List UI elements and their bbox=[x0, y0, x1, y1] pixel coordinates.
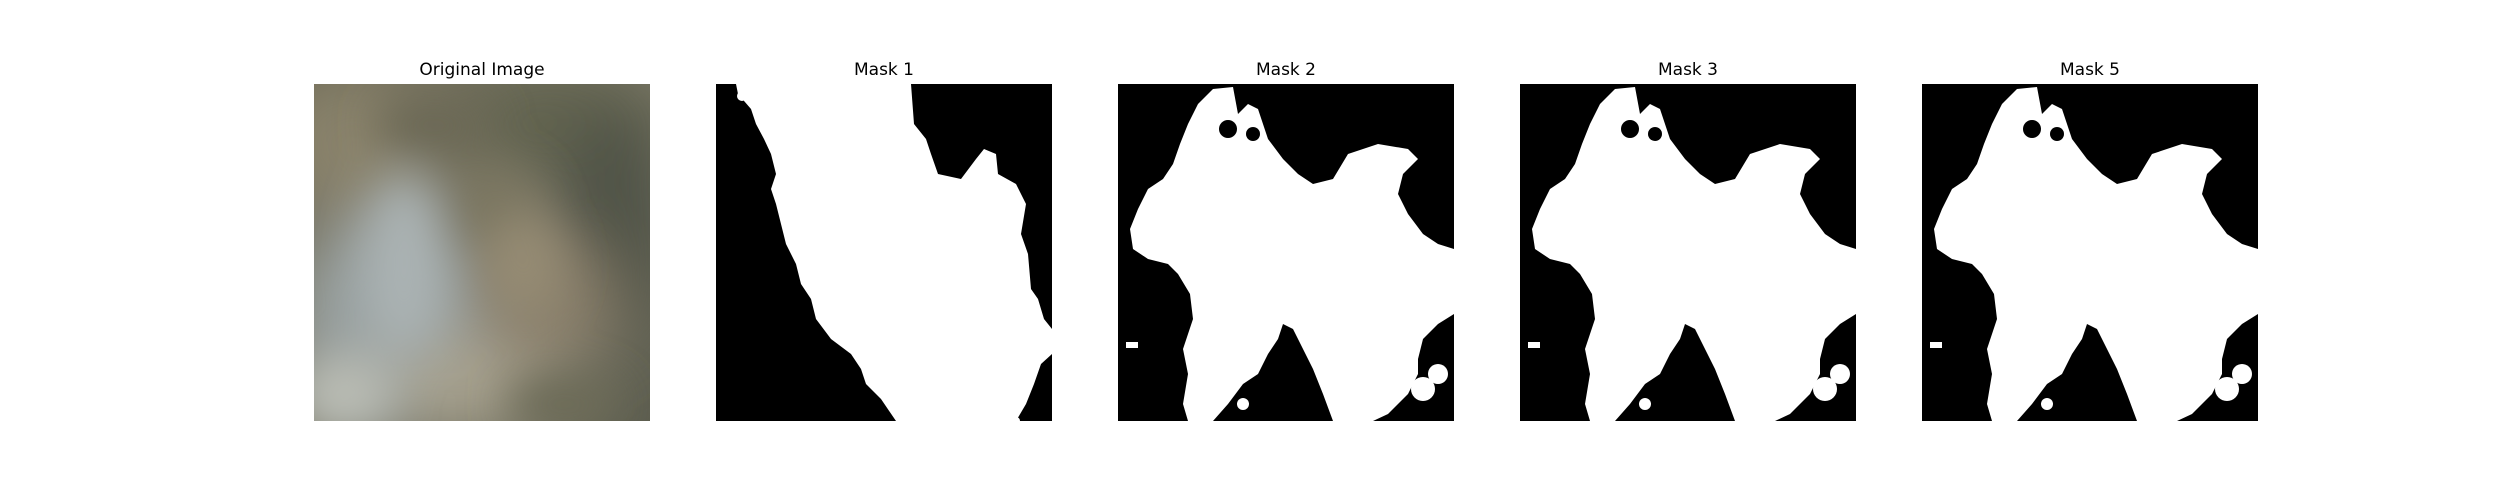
mask-2-canvas bbox=[1118, 84, 1454, 421]
original-image bbox=[314, 84, 650, 421]
panel-title-mask-1: Mask 1 bbox=[853, 60, 914, 80]
mask-1-image bbox=[716, 84, 1052, 421]
mask-3-canvas bbox=[1520, 84, 1856, 421]
panel-title-mask-5: Mask 5 bbox=[2059, 60, 2120, 80]
mask-2-image bbox=[1118, 84, 1454, 421]
mask-5-image bbox=[1922, 84, 2258, 421]
original-image-canvas bbox=[314, 84, 650, 421]
panel-title-mask-3: Mask 3 bbox=[1657, 60, 1718, 80]
panel-title-original: Original Image bbox=[419, 60, 545, 80]
mask-1-canvas bbox=[716, 84, 1052, 421]
panel-title-mask-2: Mask 2 bbox=[1255, 60, 1316, 80]
mask-5-canvas bbox=[1922, 84, 2258, 421]
mask-3-image bbox=[1520, 84, 1856, 421]
